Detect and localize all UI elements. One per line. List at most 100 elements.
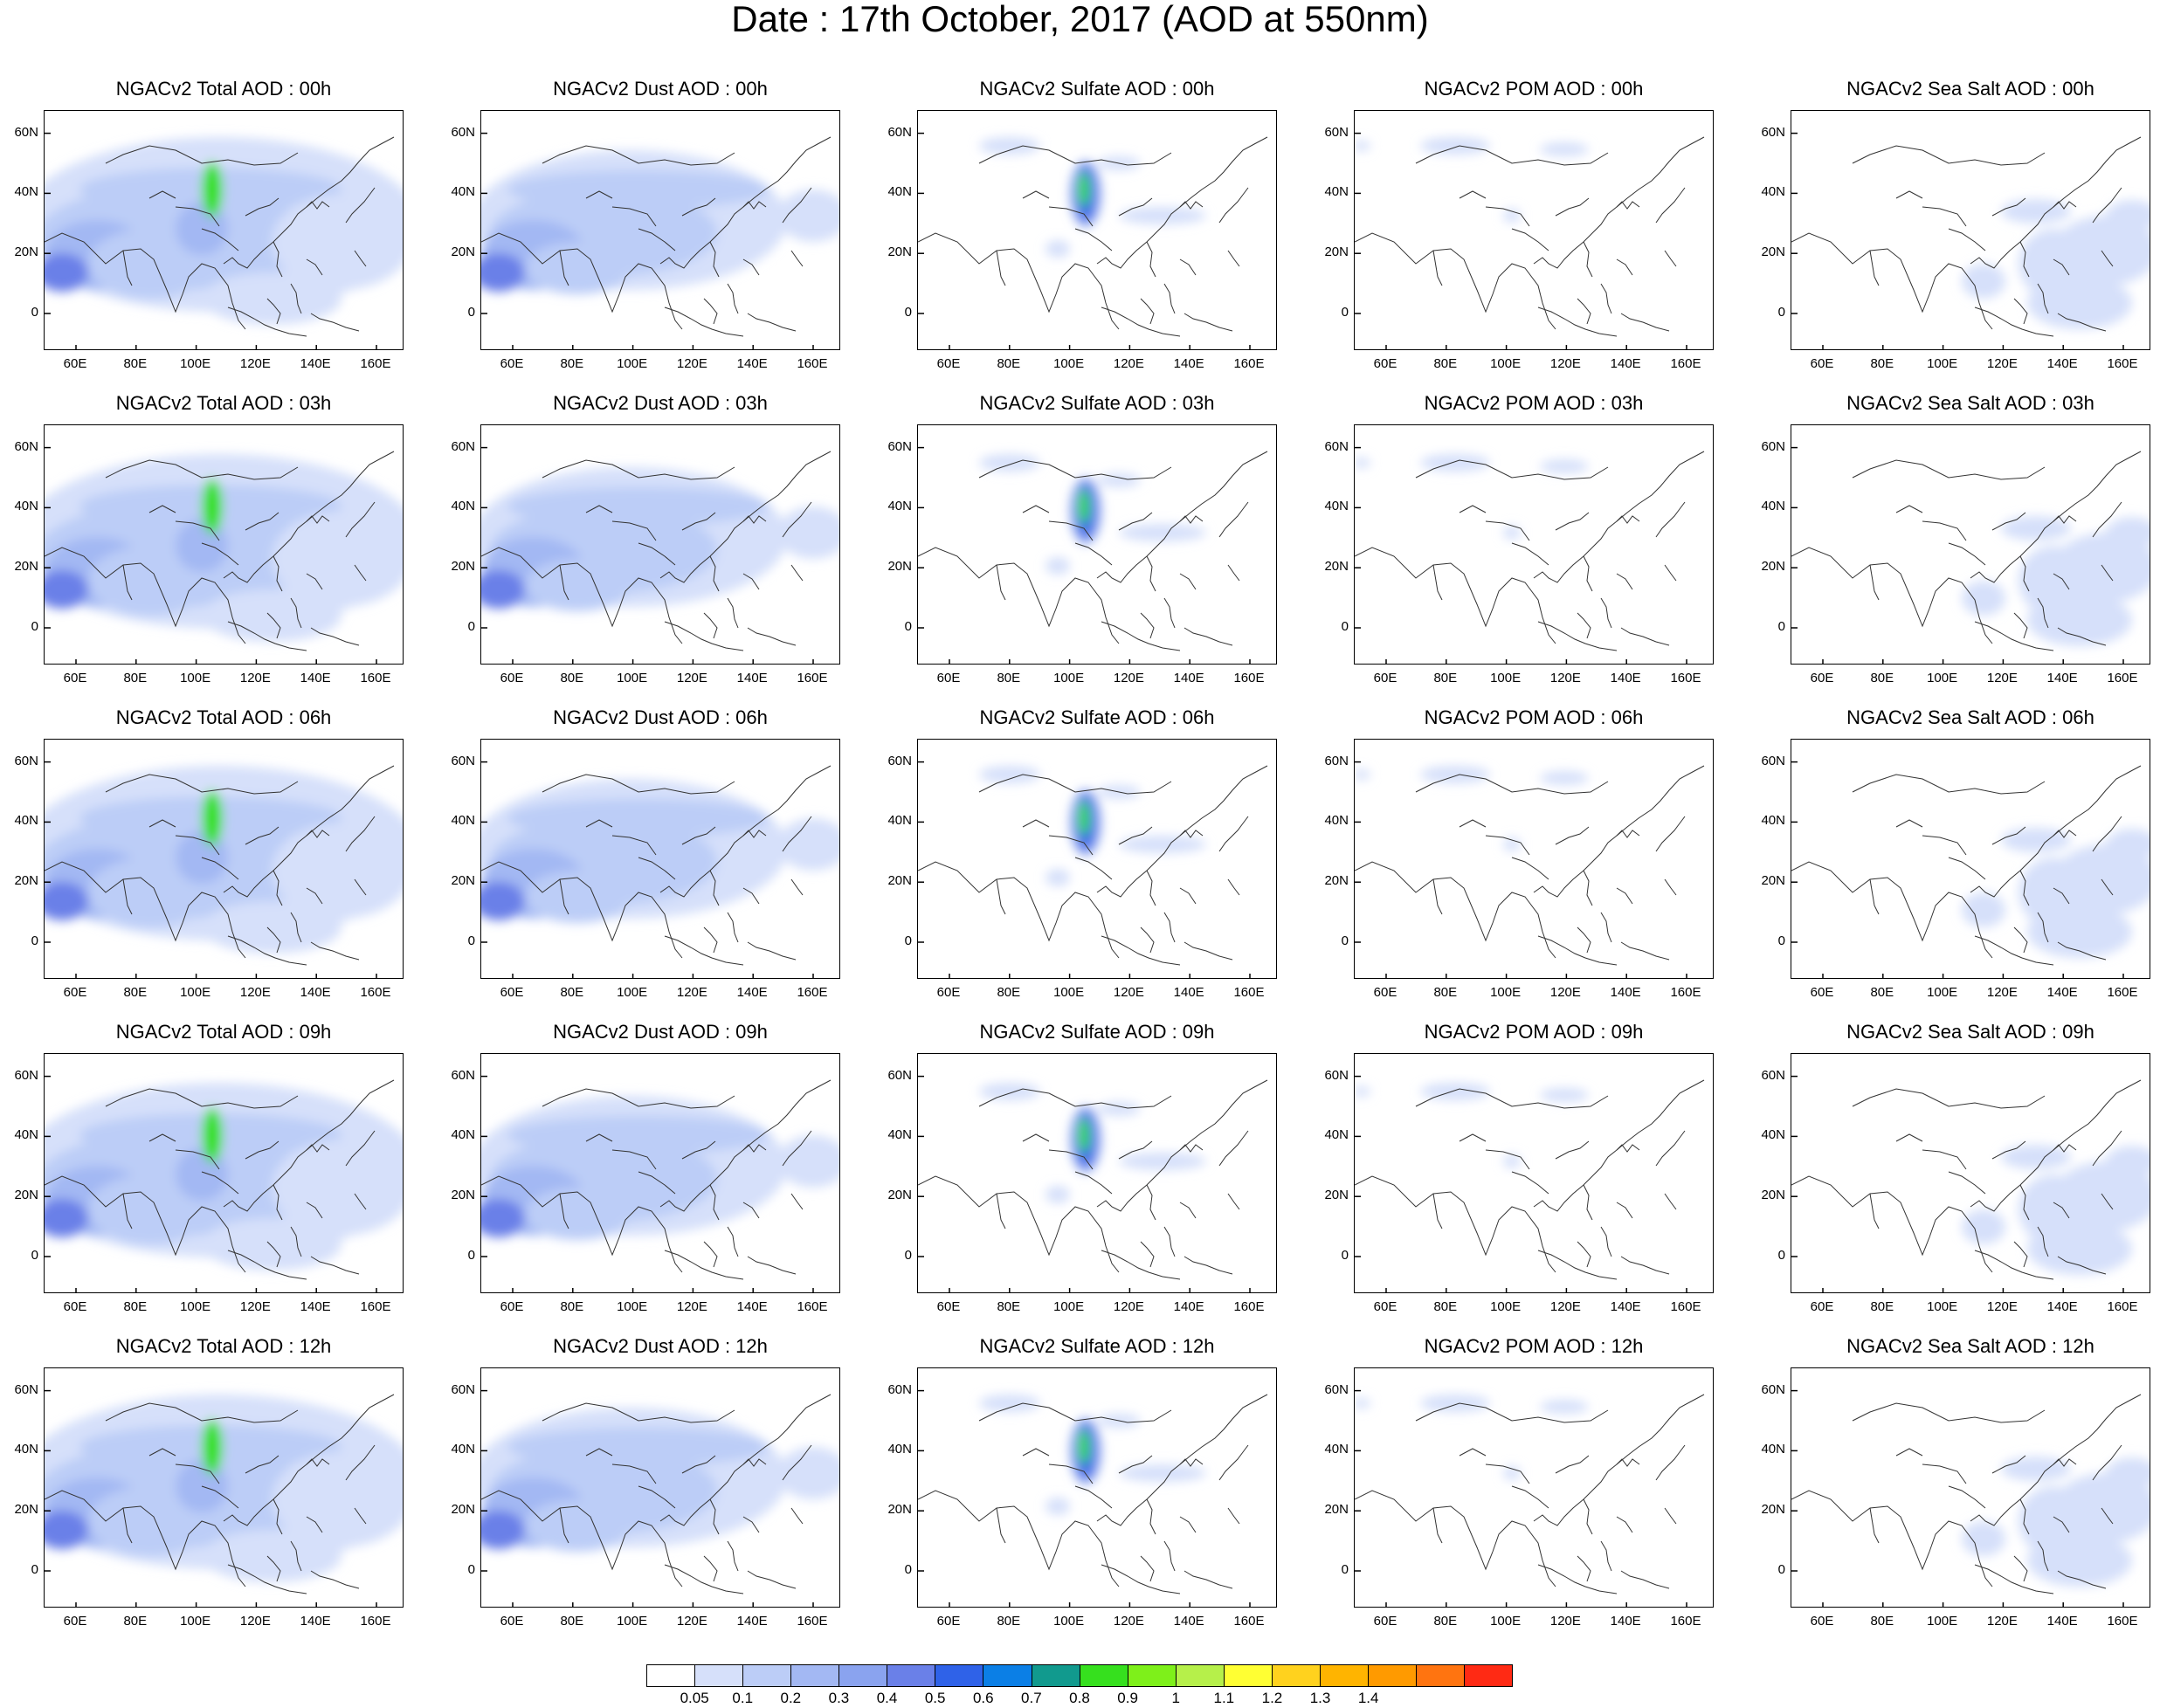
coastline-path — [782, 1444, 812, 1481]
figure-title: Date : 17th October, 2017 (AOD at 550nm) — [731, 0, 1429, 39]
lon-label: 160E — [797, 1299, 828, 1314]
map-canvas — [45, 1075, 403, 1292]
coastline-path — [306, 1202, 323, 1219]
coastline-path — [1664, 564, 1677, 582]
lon-label: 100E — [1053, 1614, 1085, 1629]
coastline-path — [201, 228, 239, 251]
coastline-path — [1432, 250, 1443, 286]
coastline-path — [664, 1564, 744, 1594]
panel-title: NGACv2 Dust AOD : 06h — [553, 706, 768, 728]
coastline-path — [45, 861, 246, 959]
lon-label: 120E — [1986, 1614, 2018, 1629]
coastline-path — [290, 283, 302, 314]
coastlines — [1355, 1079, 1705, 1280]
coastline-path — [1184, 627, 1233, 646]
aod-region — [88, 1486, 210, 1556]
lon-label: 160E — [2107, 1299, 2138, 1314]
coastline-path — [1227, 250, 1240, 267]
lat-label: 60N — [1761, 124, 1785, 140]
lat-label: 40N — [451, 1127, 475, 1143]
coastline-path — [1791, 547, 1993, 644]
coastline-path — [1511, 857, 1549, 880]
lon-label: 100E — [617, 671, 648, 685]
lon-label: 140E — [1173, 1614, 1204, 1629]
aod-region — [202, 790, 223, 846]
aod-region — [778, 1447, 839, 1499]
lon-label: 100E — [1927, 671, 1958, 685]
coastlines — [1355, 1394, 1705, 1594]
coastline-path — [1895, 190, 1923, 199]
lat-label: 20N — [887, 1502, 912, 1518]
lon-label: 60E — [500, 356, 524, 371]
lon-label: 160E — [797, 671, 828, 685]
lon-label: 100E — [1490, 1614, 1522, 1629]
lat-label: 20N — [1761, 873, 1785, 889]
coastline-path — [1415, 459, 1609, 480]
coastline-path — [1022, 819, 1050, 828]
aod-region — [1503, 1154, 1521, 1168]
coastline-path — [585, 1133, 613, 1142]
map-panel-total — [44, 110, 404, 350]
coastline-path — [1970, 451, 2142, 583]
colorbar — [646, 1664, 1513, 1687]
panel-title: NGACv2 POM AOD : 09h — [1424, 1021, 1644, 1043]
map-canvas — [481, 761, 839, 978]
aod-region — [1119, 836, 1206, 853]
coastline-path — [709, 1498, 720, 1535]
coastline-path — [1096, 451, 1268, 583]
coastline-path — [1583, 241, 1593, 278]
coastline-path — [1991, 197, 2026, 217]
coastline-path — [978, 1402, 1172, 1423]
lon-label: 160E — [797, 1614, 828, 1629]
lon-label: 80E — [1870, 985, 1894, 1000]
lat-label: 0 — [467, 1248, 475, 1263]
aod-region — [2001, 199, 2071, 224]
aod-region — [1540, 1400, 1589, 1414]
coastline-path — [1459, 1133, 1487, 1142]
aod-field — [979, 454, 1206, 575]
lat-label: 40N — [1761, 499, 1785, 514]
coastline-path — [1101, 1564, 1181, 1594]
aod-field — [979, 1395, 1206, 1515]
coastline-path — [1218, 1130, 1249, 1167]
map-panel-dust — [480, 1367, 840, 1608]
coastline-path — [1869, 1193, 1880, 1229]
coastline-path — [1533, 1079, 1705, 1212]
coastline-path — [2057, 627, 2107, 646]
coastline-path — [611, 835, 657, 856]
coastline-path — [2053, 1144, 2077, 1153]
coastline-path — [1179, 1516, 1197, 1533]
coastline-path — [1218, 501, 1249, 538]
coastline-path — [782, 501, 812, 538]
lon-label: 100E — [617, 985, 648, 1000]
coastline-path — [2037, 597, 2049, 629]
lat-label: 60N — [14, 124, 38, 140]
aod-field — [1355, 454, 1589, 540]
panel-title: NGACv2 Dust AOD : 00h — [553, 78, 768, 100]
lat-label: 60N — [451, 124, 475, 140]
coastline-path — [1511, 228, 1549, 251]
colorbar-cell — [983, 1665, 1032, 1686]
coastline-path — [742, 1516, 760, 1533]
aod-region — [272, 1140, 403, 1236]
aod-field — [1962, 1145, 2150, 1275]
aod-region — [2106, 1457, 2150, 1489]
aod-region — [202, 479, 223, 534]
aod-region — [979, 1395, 1040, 1412]
coastline-path — [310, 313, 360, 332]
map-panel-pom — [1354, 1367, 1714, 1608]
coastline-path — [709, 1184, 720, 1221]
coastline-path — [1537, 935, 1618, 966]
panel-title: NGACv2 Total AOD : 06h — [115, 706, 332, 728]
lon-label: 60E — [1810, 1299, 1834, 1314]
coastline-path — [1163, 597, 1176, 629]
coastline-path — [1096, 765, 1268, 898]
lat-label: 40N — [1324, 1442, 1349, 1457]
aod-field — [45, 766, 403, 954]
coastlines — [1791, 1079, 2142, 1280]
lon-label: 160E — [1233, 1614, 1265, 1629]
coastline-path — [481, 861, 683, 959]
lon-label: 120E — [1113, 1299, 1144, 1314]
aod-field — [1355, 766, 1589, 851]
lat-label: 20N — [887, 559, 912, 575]
